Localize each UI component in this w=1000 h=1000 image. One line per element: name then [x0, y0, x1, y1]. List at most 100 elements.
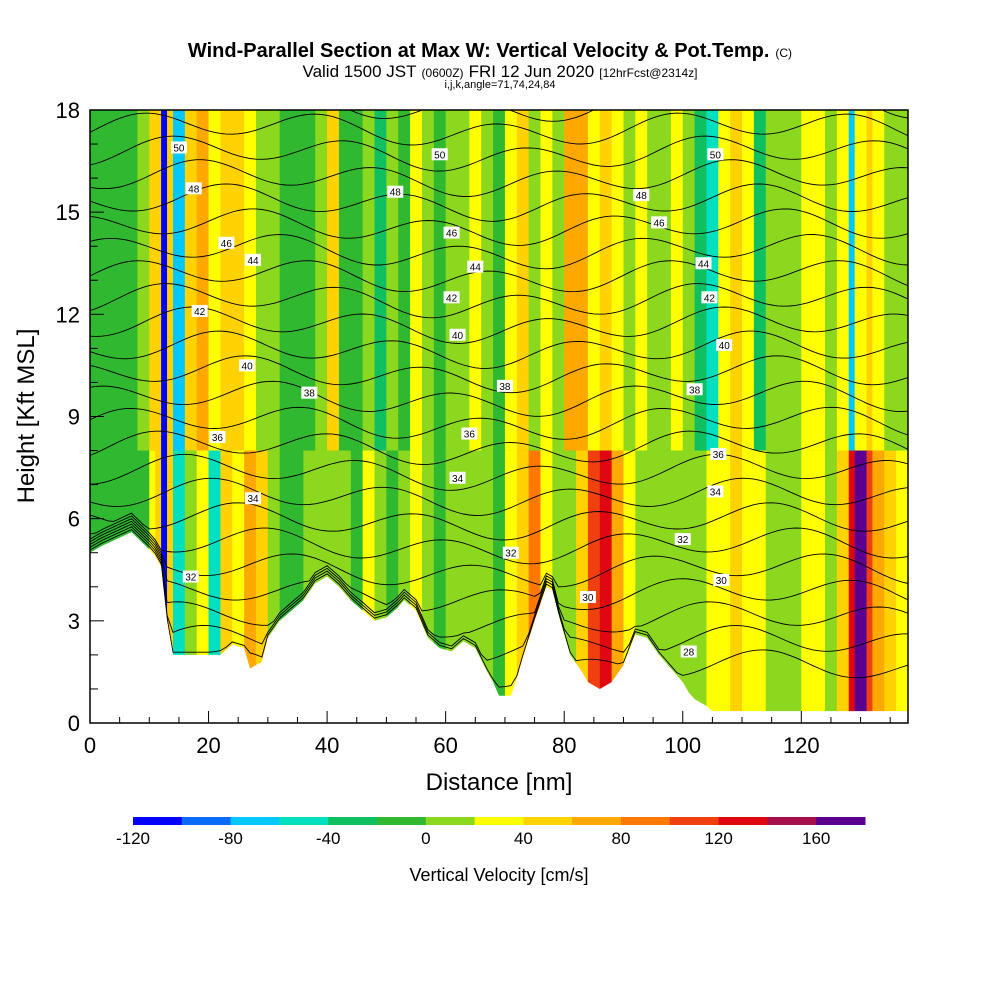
- contour-label-box: [245, 253, 262, 266]
- contour-label: 36: [461, 427, 478, 441]
- w-cell: [374, 110, 387, 451]
- y-tick-label: 15: [56, 200, 80, 225]
- w-cell: [362, 110, 376, 451]
- w-cell: [836, 450, 850, 723]
- w-cell: [433, 110, 447, 451]
- contour-label-box: [239, 359, 256, 372]
- colorbar-title: Vertical Velocity [cm/s]: [409, 865, 588, 885]
- colorbar-segment: [230, 817, 280, 825]
- colorbar-segment: [279, 817, 329, 825]
- w-cell: [742, 450, 755, 723]
- w-cell: [765, 450, 779, 723]
- contour-label-text: 50: [710, 150, 722, 161]
- w-cell: [149, 110, 156, 451]
- x-tick-label: 80: [552, 733, 576, 758]
- w-cell: [113, 110, 139, 451]
- contour-label-text: 48: [636, 191, 648, 202]
- w-cell: [866, 450, 874, 723]
- w-cell: [854, 450, 862, 723]
- contour-label-text: 50: [173, 143, 185, 154]
- w-cell: [599, 110, 613, 451]
- contour-label-box: [182, 570, 199, 583]
- chart-subtitle: Valid 1500 JST (0600Z) FRI 12 Jun 2020 [12h…: [303, 62, 698, 81]
- w-cell: [801, 450, 814, 723]
- contour-label-text: 38: [499, 382, 511, 393]
- isentrope-line: [90, 260, 908, 293]
- colorbar-segment: [474, 817, 524, 825]
- contour-label-box: [674, 533, 691, 546]
- contour-label-box: [695, 257, 712, 270]
- isentrope-line: [90, 477, 908, 516]
- contour-label-text: 46: [221, 239, 233, 250]
- w-cell: [718, 450, 731, 723]
- contour-label-text: 36: [212, 433, 224, 444]
- w-cell: [184, 110, 198, 451]
- contour-label: 36: [710, 447, 727, 461]
- contour-label-text: 40: [452, 331, 464, 342]
- w-cell: [552, 110, 565, 451]
- contour-label: 28: [680, 645, 697, 658]
- contour-label: 44: [245, 253, 262, 267]
- w-cell: [220, 110, 233, 451]
- w-cell: [504, 110, 518, 451]
- contour-label-text: 44: [470, 263, 482, 274]
- w-cell: [540, 110, 553, 451]
- w-cell: [161, 110, 168, 451]
- w-cell: [576, 450, 589, 723]
- contour-label-box: [431, 148, 448, 161]
- colorbar-segment: [816, 817, 866, 825]
- isentrope-line: [90, 526, 908, 661]
- isentrope-line: [90, 234, 908, 270]
- w-cell: [244, 110, 257, 451]
- w-cell: [267, 110, 281, 451]
- w-cell: [350, 110, 364, 451]
- contour-label-box: [387, 185, 404, 198]
- w-cell: [884, 450, 897, 723]
- colorbar-segment: [767, 817, 817, 825]
- contour-label-box: [651, 216, 668, 229]
- isentrope-line: [90, 330, 908, 369]
- w-cell: [682, 110, 696, 451]
- w-cell: [659, 110, 672, 451]
- vertical-velocity-field: [90, 110, 908, 723]
- contour-label-text: 48: [390, 188, 402, 199]
- w-cell: [481, 450, 494, 723]
- w-cell: [398, 110, 411, 451]
- colorbar-segment: [621, 817, 671, 825]
- w-cell: [279, 110, 293, 451]
- contour-label-text: 36: [713, 450, 725, 461]
- w-cell: [167, 110, 174, 451]
- w-cell: [884, 110, 897, 451]
- contour-labels: 50 48 46 44 42 40 38 36 34 32 50 48 46 44 42 40 38 36 34 32…: [170, 141, 733, 658]
- w-cell: [825, 110, 838, 451]
- plot-area: 50 48 46 44 42 40 38 36 34 32 50 48 46 44 42 40 38 36 34 32…: [90, 110, 908, 723]
- w-cell: [421, 110, 435, 451]
- contour-label-box: [707, 485, 724, 498]
- contour-label-box: [449, 471, 466, 484]
- contour-label-text: 32: [677, 535, 689, 546]
- x-axis: 0 20 40 60 80 100 120: [84, 711, 891, 758]
- x-tick-label: 40: [315, 733, 339, 758]
- colorbar-tick-label: 40: [514, 829, 533, 848]
- contour-label-box: [449, 328, 466, 341]
- contour-label: 32: [182, 570, 199, 584]
- contour-label-text: 42: [446, 293, 458, 304]
- isentrope-line: [90, 502, 908, 541]
- contour-label: 50: [431, 148, 448, 161]
- contour-label-box: [701, 291, 718, 304]
- isentrope-line: [90, 523, 908, 638]
- contour-label: 34: [449, 471, 466, 485]
- contour-label-text: 50: [434, 150, 446, 161]
- w-cell: [244, 450, 257, 723]
- w-cell: [338, 110, 352, 451]
- isentrope-line: [90, 380, 908, 417]
- isentrope-line: [90, 453, 908, 491]
- w-cell: [682, 450, 696, 723]
- colorbar-segment: [425, 817, 476, 825]
- x-axis-label: Distance [nm]: [426, 769, 573, 796]
- w-cell: [694, 110, 708, 451]
- w-cell: [659, 450, 672, 723]
- w-cell: [410, 110, 423, 451]
- contour-label-box: [218, 236, 235, 249]
